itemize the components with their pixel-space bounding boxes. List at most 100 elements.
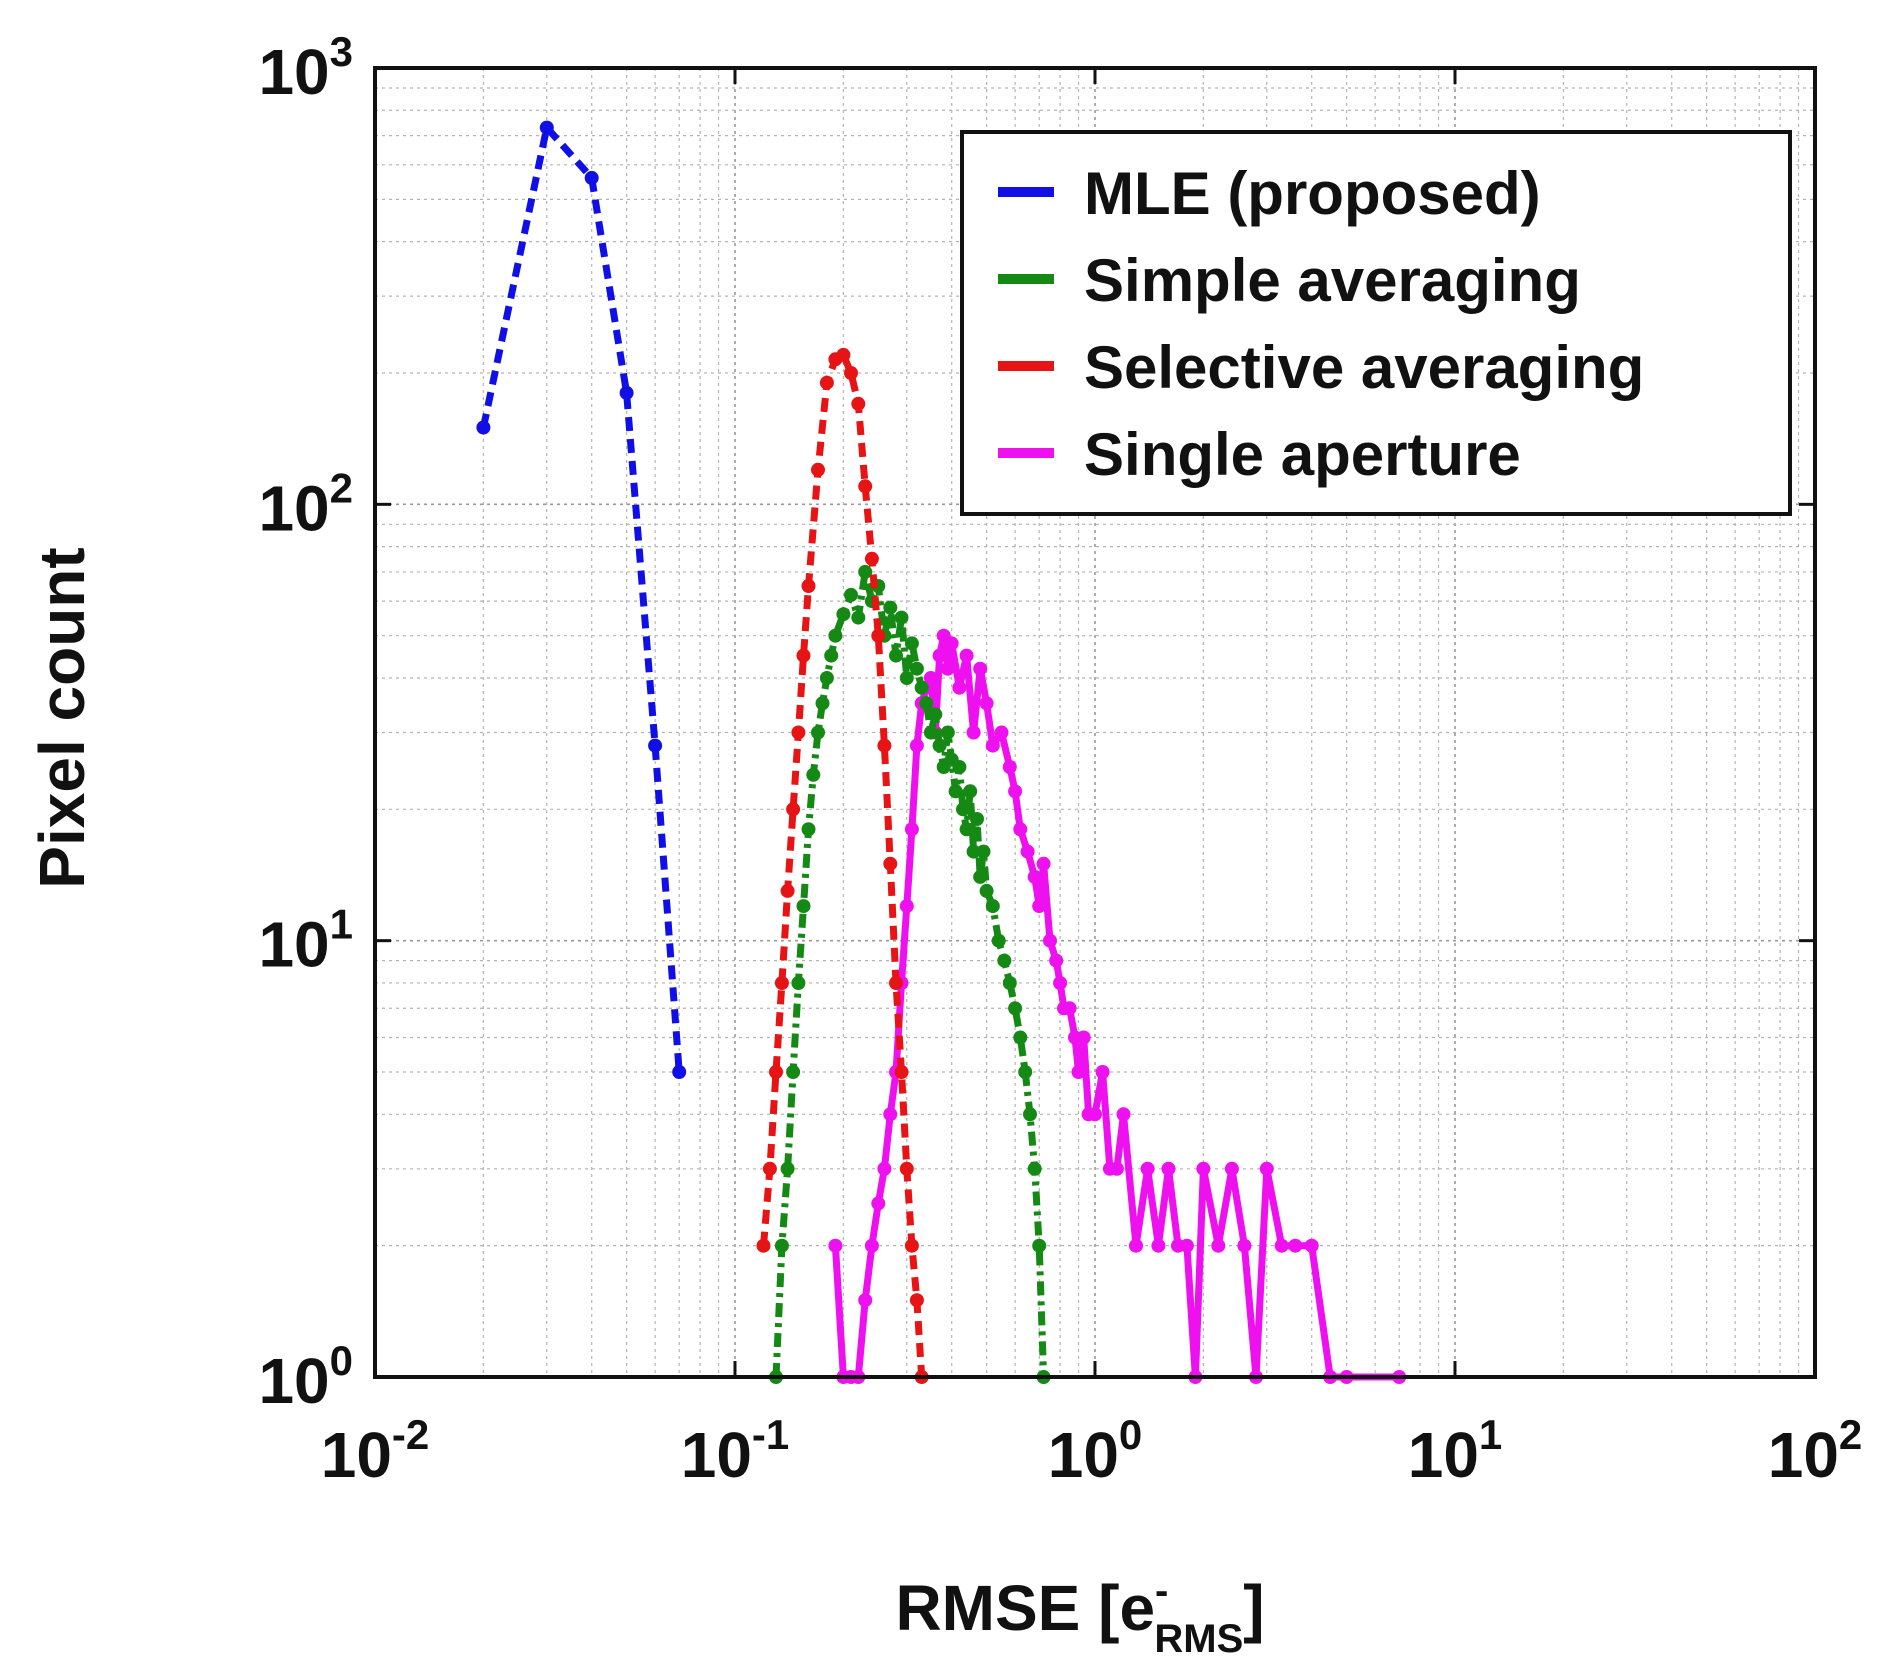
data-point <box>1076 1030 1091 1045</box>
data-point <box>786 1065 801 1079</box>
data-point <box>864 1238 879 1253</box>
data-point <box>864 551 879 566</box>
data-point <box>997 953 1012 968</box>
y-tick-exp: 1 <box>330 901 353 948</box>
x-tick-base: 10 <box>681 1419 752 1491</box>
data-point <box>940 661 955 676</box>
data-point <box>985 738 1000 753</box>
data-point <box>1008 784 1023 799</box>
legend-label: MLE (proposed) <box>1084 160 1541 227</box>
x-tick-base: 10 <box>321 1419 392 1491</box>
data-point <box>1116 1107 1131 1122</box>
data-point <box>1049 953 1064 968</box>
y-tick-exp: 2 <box>330 464 353 511</box>
x-tick-label: 10-1 <box>681 1411 790 1491</box>
data-point <box>923 671 938 685</box>
data-point <box>909 1293 924 1308</box>
legend-box <box>960 130 1792 516</box>
data-point <box>1179 1238 1194 1253</box>
data-point <box>858 1293 873 1308</box>
data-point <box>806 767 821 782</box>
data-point <box>966 844 981 859</box>
data-point <box>1043 933 1057 948</box>
legend-label: Simple averaging <box>1084 247 1581 314</box>
data-point <box>1304 1238 1319 1253</box>
data-point <box>791 725 806 740</box>
data-point <box>811 462 825 477</box>
x-tick-exp: 0 <box>1119 1411 1142 1458</box>
data-point <box>1109 1161 1124 1176</box>
data-point <box>584 170 599 185</box>
series-line <box>760 351 926 1378</box>
y-tick-label: 101 <box>258 901 353 981</box>
data-point <box>786 802 801 817</box>
data-point <box>828 628 843 643</box>
data-point <box>1020 844 1035 859</box>
data-point <box>979 696 994 711</box>
data-point <box>844 366 858 380</box>
data-point <box>952 760 967 774</box>
data-point <box>796 899 811 914</box>
series-line <box>479 124 683 1073</box>
data-point <box>1196 1161 1211 1176</box>
data-point <box>963 784 978 799</box>
x-axis-label-sup: - <box>1155 1569 1168 1613</box>
data-point <box>871 628 886 643</box>
data-point <box>1053 976 1068 990</box>
data-point <box>672 1065 687 1079</box>
data-point <box>476 420 491 435</box>
y-tick-label: 100 <box>258 1337 353 1417</box>
data-point <box>1161 1161 1176 1176</box>
data-point <box>1071 1065 1086 1079</box>
data-point <box>1002 976 1017 990</box>
series-mle-proposed <box>476 120 687 1079</box>
data-point <box>883 600 898 615</box>
data-point <box>828 1238 843 1253</box>
legend-entry: Simple averaging <box>998 247 1581 314</box>
data-point <box>979 883 994 898</box>
data-point <box>1013 822 1028 837</box>
data-point <box>801 579 816 593</box>
data-point <box>1008 1001 1023 1016</box>
data-point <box>1002 760 1017 774</box>
data-point <box>889 976 903 990</box>
data-point <box>648 738 663 753</box>
data-point <box>1062 1001 1077 1016</box>
data-point <box>923 725 938 740</box>
data-point <box>1237 1238 1252 1253</box>
data-point <box>894 610 909 625</box>
x-tick-base: 10 <box>1408 1419 1479 1491</box>
data-point <box>756 1238 771 1253</box>
data-point <box>815 696 830 711</box>
data-point <box>909 738 924 753</box>
data-point <box>894 1065 909 1079</box>
data-point <box>619 385 634 400</box>
data-point <box>877 1161 892 1176</box>
data-point <box>791 976 806 990</box>
data-point <box>819 375 834 390</box>
data-point <box>904 822 919 837</box>
y-tick-label: 103 <box>258 28 353 108</box>
x-tick-exp: 2 <box>1839 1411 1862 1458</box>
data-point <box>904 636 919 651</box>
data-point <box>796 648 811 663</box>
data-point <box>1036 856 1051 871</box>
data-point <box>851 396 866 411</box>
x-axis-label-sub: RMS <box>1154 1617 1243 1661</box>
data-point <box>1140 1161 1155 1176</box>
data-point <box>904 1238 919 1253</box>
legend-label: Selective averaging <box>1084 334 1644 401</box>
data-point <box>801 822 816 837</box>
x-tick-exp: -1 <box>752 1411 789 1458</box>
data-point <box>991 933 1006 948</box>
data-point <box>836 347 851 362</box>
data-point <box>985 899 1000 914</box>
data-point <box>774 976 789 990</box>
y-tick-exp: 3 <box>330 28 353 75</box>
data-point <box>959 822 974 837</box>
data-point <box>774 1238 789 1253</box>
data-point <box>1259 1161 1274 1176</box>
data-point <box>858 564 873 579</box>
legend-entry: Single aperture <box>998 421 1521 488</box>
